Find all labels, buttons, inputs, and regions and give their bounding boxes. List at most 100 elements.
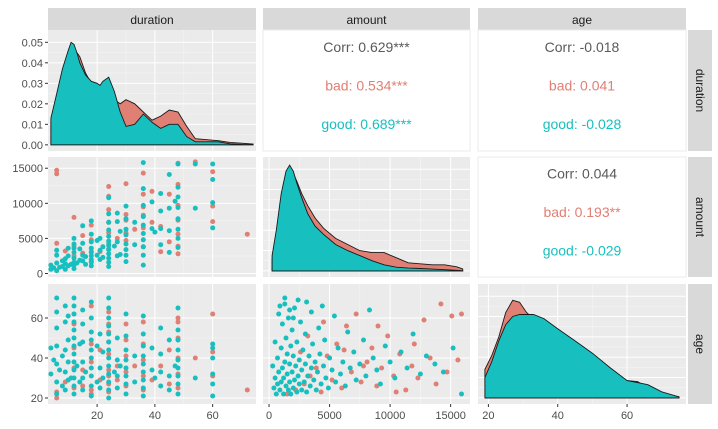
point-good: [71, 255, 77, 261]
point-good: [423, 353, 429, 359]
strip-label-age: age: [572, 13, 592, 27]
strip-top-age: [478, 8, 686, 30]
point-good: [296, 381, 302, 387]
point-good: [175, 305, 181, 311]
point-bad: [175, 385, 181, 391]
point-good: [123, 226, 129, 232]
point-bad: [175, 251, 181, 257]
point-good: [111, 369, 117, 375]
point-good: [83, 369, 89, 375]
point-good: [294, 389, 300, 395]
corr-overall-duration_age: Corr: -0.018: [545, 39, 620, 55]
point-good: [48, 371, 54, 377]
point-good: [88, 365, 94, 371]
point-bad: [244, 387, 250, 393]
point-good: [287, 379, 293, 385]
density-age-good: [484, 314, 680, 399]
ytick-label-density: 0.00: [22, 140, 43, 152]
point-bad: [313, 365, 319, 371]
xtick-label-amount: 10000: [375, 410, 406, 422]
point-bad: [88, 222, 94, 228]
point-bad: [444, 369, 450, 375]
point-good: [158, 351, 164, 357]
ytick-label-amount: 0: [37, 268, 43, 280]
point-good: [299, 367, 305, 373]
point-good: [80, 339, 86, 345]
point-good: [273, 391, 279, 397]
point-good: [306, 353, 312, 359]
point-bad: [353, 311, 359, 317]
point-good: [192, 375, 198, 381]
point-bad: [106, 184, 112, 189]
point-good: [331, 313, 337, 319]
point-good: [307, 383, 313, 389]
point-good: [295, 297, 301, 303]
point-good: [71, 295, 77, 301]
point-good: [88, 253, 94, 259]
corr-good-duration_amount: good: 0.689***: [321, 116, 412, 132]
point-good: [54, 252, 60, 258]
point-good: [440, 369, 446, 375]
point-good: [123, 216, 129, 222]
point-good: [80, 240, 86, 246]
xtick-label-amount: 5000: [317, 410, 341, 422]
ytick-label-amount: 10000: [12, 198, 43, 210]
point-good: [123, 391, 129, 397]
point-good: [294, 339, 300, 345]
point-good: [152, 375, 158, 381]
point-bad: [106, 351, 112, 357]
point-bad: [71, 214, 77, 220]
point-good: [123, 373, 129, 379]
point-good: [100, 254, 106, 260]
strip-side-age: [688, 284, 712, 404]
point-good: [71, 319, 77, 325]
xtick-label-duration: 20: [91, 410, 103, 422]
point-good: [97, 331, 103, 337]
point-bad: [106, 207, 112, 213]
point-good: [370, 355, 376, 361]
point-good: [106, 211, 112, 217]
point-good: [290, 315, 296, 321]
point-good: [88, 239, 94, 245]
point-good: [80, 223, 86, 229]
point-good: [398, 349, 404, 355]
point-good: [175, 337, 181, 343]
point-bad: [210, 203, 216, 209]
point-bad: [175, 319, 181, 325]
strip-side-label-duration: duration: [693, 69, 707, 112]
point-bad: [415, 375, 421, 381]
point-bad: [80, 383, 86, 389]
point-good: [377, 381, 383, 387]
strip-side-duration: [688, 30, 712, 151]
point-good: [106, 295, 112, 301]
point-bad: [158, 249, 164, 255]
point-good: [322, 337, 328, 343]
point-good: [270, 363, 276, 369]
point-good: [323, 375, 329, 381]
point-bad: [210, 311, 216, 317]
point-good: [281, 391, 287, 397]
point-good: [450, 345, 456, 351]
point-good: [175, 347, 181, 353]
point-good: [140, 313, 146, 319]
point-good: [277, 387, 283, 393]
point-bad: [166, 347, 172, 353]
point-bad: [364, 359, 370, 365]
point-good: [152, 229, 158, 235]
point-good: [313, 387, 319, 393]
point-good: [305, 373, 311, 379]
point-good: [88, 257, 94, 262]
point-good: [289, 369, 295, 375]
point-good: [158, 191, 164, 196]
strip-side-label-age: age: [693, 334, 707, 354]
point-good: [158, 208, 164, 214]
point-good: [308, 365, 314, 371]
point-bad: [210, 169, 216, 175]
corr-panel-amount_age: [477, 156, 687, 278]
point-good: [149, 345, 155, 351]
point-good: [97, 235, 103, 241]
strip-label-amount: amount: [346, 13, 387, 27]
point-good: [106, 339, 112, 345]
point-good: [106, 227, 112, 233]
point-good: [54, 391, 60, 397]
